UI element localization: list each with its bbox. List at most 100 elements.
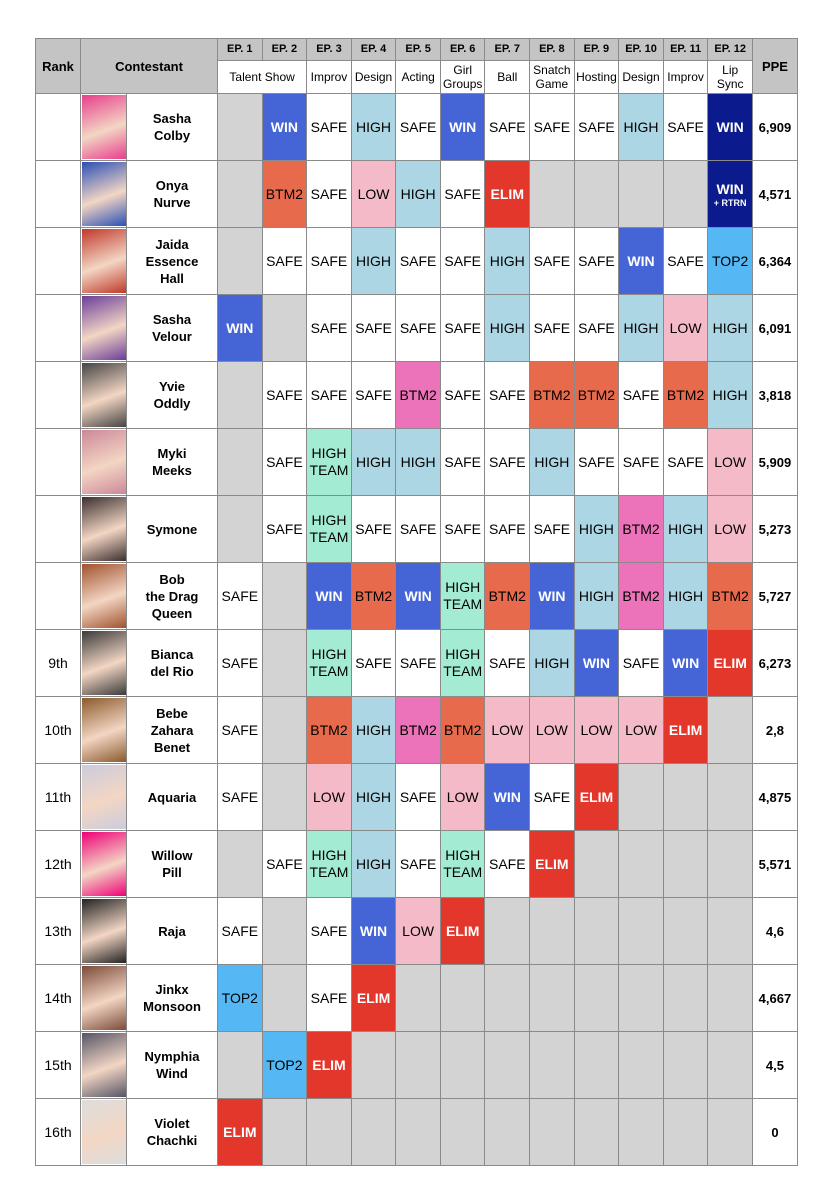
result-cell [217, 93, 263, 161]
result-text: SAFE [488, 118, 526, 135]
contestant-name: Jinkx Monsoon [125, 964, 219, 1032]
result-cell: BTM2 [350, 562, 397, 630]
result-text: HIGH [356, 855, 392, 872]
result-cell [573, 830, 620, 898]
result-text: ELIM [713, 654, 747, 671]
result-cell: LOW [439, 763, 486, 831]
contestant-name: Bob the Drag Queen [125, 562, 219, 630]
result-cell: SAFE [261, 495, 308, 563]
result-text: WIN [582, 654, 611, 671]
result-text: BTM2 [488, 587, 526, 604]
result-text: SAFE [488, 855, 526, 872]
result-cell: HIGH TEAM [439, 629, 486, 697]
ppe-value: 4,667 [751, 964, 798, 1032]
result-cell: HIGH [573, 562, 620, 630]
result-cell: BTM2 [662, 361, 709, 429]
result-cell: SAFE [395, 830, 441, 898]
result-text: SAFE [399, 520, 437, 537]
name-line: Benet [153, 739, 191, 755]
result-text: SAFE [266, 386, 303, 403]
result-text: HIGH [356, 788, 392, 805]
result-cell [261, 1098, 308, 1166]
result-text: SAFE [578, 252, 615, 269]
theme-header: Lip Sync [707, 60, 753, 94]
name-line: Sasha [152, 312, 192, 327]
photo-placeholder [81, 832, 126, 896]
result-cell [573, 1031, 620, 1099]
result-cell: HIGH [350, 696, 397, 764]
result-text: SAFE [488, 453, 526, 470]
result-cell [217, 160, 263, 228]
result-note: + RTRN [713, 197, 747, 208]
ppe-value: 4,5 [751, 1031, 798, 1099]
result-text: BTM2 [711, 587, 749, 604]
result-cell: TOP2 [707, 227, 753, 295]
result-text: HIGH [356, 453, 392, 470]
result-text: SAFE [444, 520, 481, 537]
name-line: Hall [160, 270, 184, 286]
result-cell [618, 830, 664, 898]
contestant-row: Onya Nurve BTM2 SAFE LOW HIGH SAFE ELIM WIN + RTR… [35, 160, 798, 228]
result-text: SAFE [667, 252, 704, 269]
rank [35, 294, 81, 362]
result-text: HIGH [578, 520, 614, 537]
result-text: ELIM [312, 1056, 346, 1073]
result-cell: HIGH [707, 294, 753, 362]
contestant-name: Onya Nurve [125, 160, 219, 228]
episode-header: EP. 10 [618, 38, 664, 61]
photo-placeholder [81, 95, 126, 159]
result-cell: ELIM [217, 1098, 263, 1166]
theme-header: Snatch Game [529, 60, 575, 94]
contestant-name: Bianca del Rio [125, 629, 219, 697]
result-text: LOW [313, 788, 345, 805]
result-text: ELIM [356, 989, 391, 1006]
ppe-value: 4,6 [751, 897, 798, 965]
result-cell: WIN [261, 93, 308, 161]
result-cell [261, 964, 308, 1032]
photo-placeholder [81, 296, 126, 360]
photo-placeholder [81, 631, 126, 695]
result-cell [217, 428, 263, 496]
result-cell: TOP2 [217, 964, 263, 1032]
result-cell: SAFE [484, 361, 531, 429]
result-cell [217, 1031, 263, 1099]
result-cell: SAFE [439, 361, 486, 429]
result-text: ELIM [668, 721, 703, 738]
result-text: BTM2 [399, 386, 437, 403]
result-cell: SAFE [573, 227, 620, 295]
result-text: WIN [315, 587, 343, 604]
photo-placeholder [81, 497, 126, 561]
result-cell: HIGH [350, 227, 397, 295]
result-cell [261, 294, 308, 362]
result-text: SAFE [310, 319, 348, 336]
result-cell [484, 1031, 531, 1099]
result-cell [484, 964, 531, 1032]
result-cell: BTM2 [484, 562, 531, 630]
theme-row: Talent Show Improv Design Acting Girl Groups… [36, 60, 798, 94]
result-cell [707, 830, 753, 898]
result-text: SAFE [355, 386, 392, 403]
result-cell: SAFE [395, 495, 441, 563]
result-cell: SAFE [217, 763, 263, 831]
result-cell: SAFE [261, 227, 308, 295]
result-text: SAFE [355, 520, 392, 537]
result-cell [484, 1098, 531, 1166]
contestant-name: Willow Pill [125, 830, 219, 898]
result-cell [573, 897, 620, 965]
photo [80, 763, 127, 831]
result-cell: SAFE [662, 93, 709, 161]
result-cell: HIGH [350, 763, 397, 831]
result-cell: SAFE [439, 495, 486, 563]
result-cell: SAFE [618, 629, 664, 697]
result-text: BTM2 [399, 721, 437, 738]
result-cell: LOW [573, 696, 620, 764]
rank [35, 562, 81, 630]
name-line: Colby [153, 128, 191, 143]
result-text: SAFE [399, 788, 437, 805]
photo-placeholder [81, 1100, 126, 1164]
result-cell: BTM2 [618, 562, 664, 630]
result-text: SAFE [310, 989, 348, 1006]
result-text: HIGH [534, 654, 570, 671]
photo [80, 562, 127, 630]
result-text: SAFE [266, 453, 303, 470]
